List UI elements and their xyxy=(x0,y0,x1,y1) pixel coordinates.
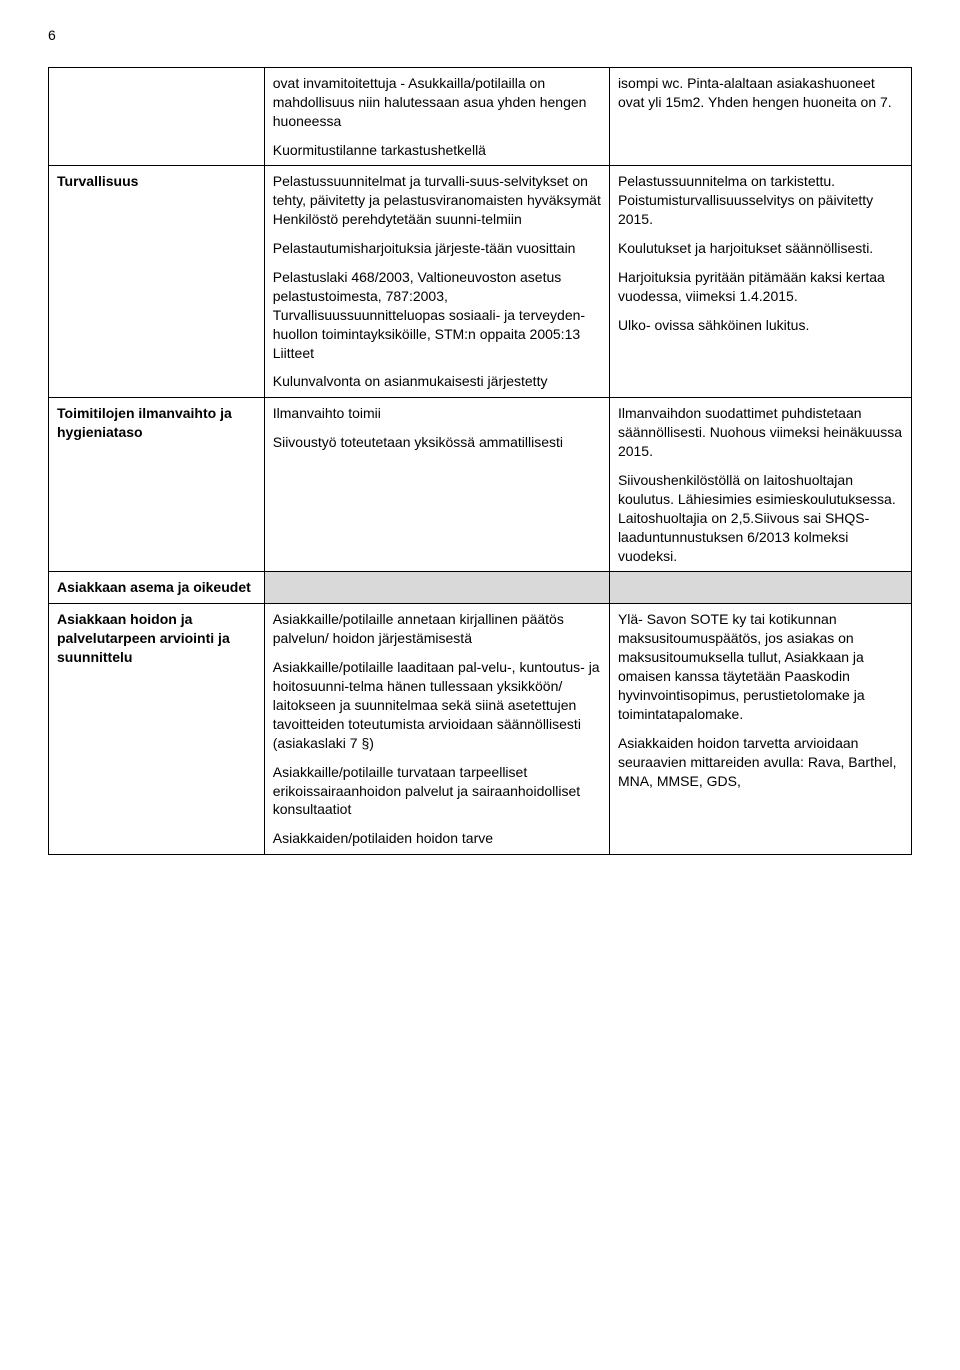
cell-text: Siivoushenkilöstöllä on laitoshuoltajan … xyxy=(618,471,903,565)
cell-text: Pelastautumisharjoituksia järjeste-tään … xyxy=(273,239,601,258)
row-label: Asiakkaan asema ja oikeudet xyxy=(57,578,256,597)
cell-text: Pelastussuunnitelma on tarkistettu. Pois… xyxy=(618,172,903,229)
criteria-cell: Ilmanvaihto toimii Siivoustyö toteutetaan… xyxy=(264,398,609,572)
table-row: ovat invamitoitettuja - Asukkailla/potil… xyxy=(49,67,912,166)
status-cell: Ilmanvaihdon suodattimet puhdistetaan sä… xyxy=(609,398,911,572)
row-label-cell: Asiakkaan asema ja oikeudet xyxy=(49,572,265,604)
criteria-cell: ovat invamitoitettuja - Asukkailla/potil… xyxy=(264,67,609,166)
cell-text: Koulutukset ja harjoitukset säännöllises… xyxy=(618,239,903,258)
row-label: Toimitilojen ilmanvaihto ja hygieniataso xyxy=(57,404,256,442)
cell-text: Asiakkaiden/potilaiden hoidon tarve xyxy=(273,829,601,848)
content-table: ovat invamitoitettuja - Asukkailla/potil… xyxy=(48,67,912,855)
row-label-cell: Turvallisuus xyxy=(49,166,265,398)
row-label: Asiakkaan hoidon ja palvelutarpeen arvio… xyxy=(57,610,256,667)
criteria-cell: Pelastussuunnitelmat ja turvalli-suus-se… xyxy=(264,166,609,398)
status-cell: Pelastussuunnitelma on tarkistettu. Pois… xyxy=(609,166,911,398)
cell-text: Siivoustyö toteutetaan yksikössä ammatil… xyxy=(273,433,601,452)
cell-text: ovat invamitoitettuja - Asukkailla/potil… xyxy=(273,74,601,131)
table-row: Turvallisuus Pelastussuunnitelmat ja turv… xyxy=(49,166,912,398)
cell-text: Ulko- ovissa sähköinen lukitus. xyxy=(618,316,903,335)
criteria-cell xyxy=(264,572,609,604)
table-row: Toimitilojen ilmanvaihto ja hygieniataso… xyxy=(49,398,912,572)
cell-text: Asiakkaiden hoidon tarvetta arvioidaan s… xyxy=(618,734,903,791)
cell-text: Asiakkaille/potilaille annetaan kirjalli… xyxy=(273,610,601,648)
cell-text: Kulunvalvonta on asianmukaisesti järjest… xyxy=(273,372,601,391)
status-cell: Ylä- Savon SOTE ky tai kotikunnan maksus… xyxy=(609,604,911,855)
cell-text: Asiakkaille/potilaille turvataan tarpeel… xyxy=(273,763,601,820)
cell-text: Ilmanvaihdon suodattimet puhdistetaan sä… xyxy=(618,404,903,461)
cell-text: Kuormitustilanne tarkastushetkellä xyxy=(273,141,601,160)
table-row: Asiakkaan hoidon ja palvelutarpeen arvio… xyxy=(49,604,912,855)
cell-text: Harjoituksia pyritään pitämään kaksi ker… xyxy=(618,268,903,306)
cell-text: Asiakkaille/potilaille laaditaan pal-vel… xyxy=(273,658,601,752)
cell-text: Pelastuslaki 468/2003, Valtioneuvoston a… xyxy=(273,268,601,362)
status-cell: isompi wc. Pinta-alaltaan asiakashuoneet… xyxy=(609,67,911,166)
row-label-cell xyxy=(49,67,265,166)
row-label-cell: Asiakkaan hoidon ja palvelutarpeen arvio… xyxy=(49,604,265,855)
row-label-cell: Toimitilojen ilmanvaihto ja hygieniataso xyxy=(49,398,265,572)
criteria-cell: Asiakkaille/potilaille annetaan kirjalli… xyxy=(264,604,609,855)
table-row: Asiakkaan asema ja oikeudet xyxy=(49,572,912,604)
cell-text: Ylä- Savon SOTE ky tai kotikunnan maksus… xyxy=(618,610,903,723)
cell-text: Pelastussuunnitelmat ja turvalli-suus-se… xyxy=(273,172,601,229)
page-number: 6 xyxy=(48,26,912,45)
cell-text: Ilmanvaihto toimii xyxy=(273,404,601,423)
cell-text: isompi wc. Pinta-alaltaan asiakashuoneet… xyxy=(618,74,903,112)
status-cell xyxy=(609,572,911,604)
row-label: Turvallisuus xyxy=(57,172,256,191)
